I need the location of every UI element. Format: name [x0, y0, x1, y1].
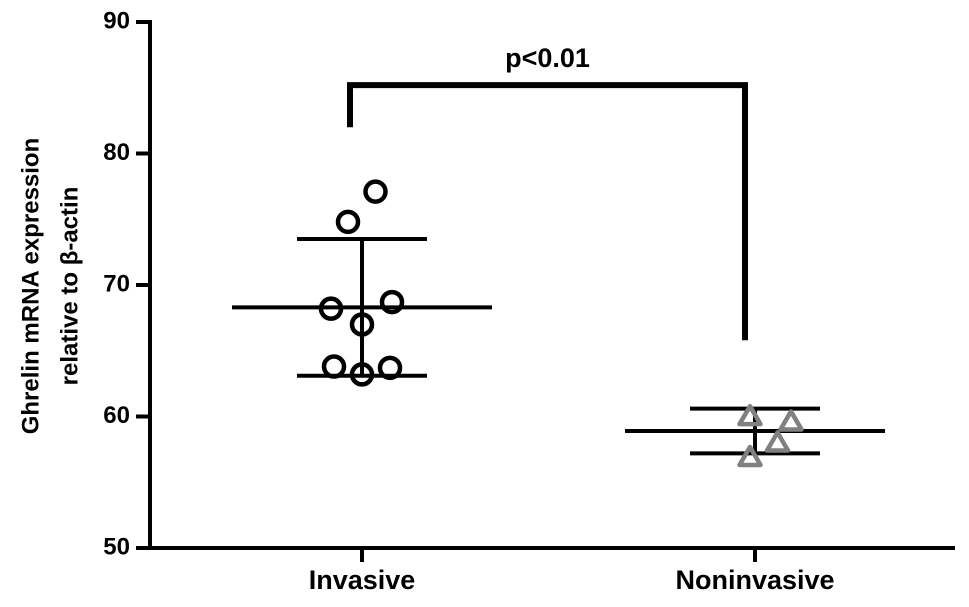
- significance-bracket: [347, 82, 748, 341]
- y-tick-label-3: 80: [103, 139, 130, 166]
- x-tick-label-0: Invasive: [309, 565, 416, 595]
- significance-annotation: p<0.01: [347, 43, 748, 341]
- data-point-1-0: [737, 403, 763, 427]
- data-point-0-6: [377, 355, 403, 381]
- p-value-label: p<0.01: [505, 43, 590, 73]
- data-point-0-1: [335, 209, 361, 235]
- summary-bars: [232, 236, 885, 456]
- data-point-1-2: [764, 430, 791, 453]
- data-point-0-2: [318, 296, 344, 321]
- x-tick-label-1: Noninvasive: [675, 565, 834, 595]
- y-axis-title-line-1: Ghrelin mRNA expression: [17, 138, 44, 435]
- y-tick-label-4: 90: [103, 7, 130, 34]
- data-point-0-5: [321, 354, 347, 379]
- y-tick-label-2: 70: [103, 270, 130, 297]
- data-point-0-0: [363, 179, 388, 204]
- y-axis: 50 60 70 80 90: [103, 7, 152, 560]
- data-point-1-1: [778, 409, 804, 432]
- data-point-0-7: [349, 362, 375, 387]
- y-tick-label-0: 50: [103, 533, 130, 560]
- y-tick-label-1: 60: [103, 402, 130, 429]
- data-points: [318, 179, 804, 468]
- data-point-0-4: [349, 312, 375, 337]
- data-point-1-3: [737, 444, 763, 468]
- data-point-0-3: [379, 289, 405, 315]
- y-axis-title-line-2: relative to β-actin: [56, 187, 83, 386]
- x-axis: Invasive Noninvasive: [148, 546, 955, 595]
